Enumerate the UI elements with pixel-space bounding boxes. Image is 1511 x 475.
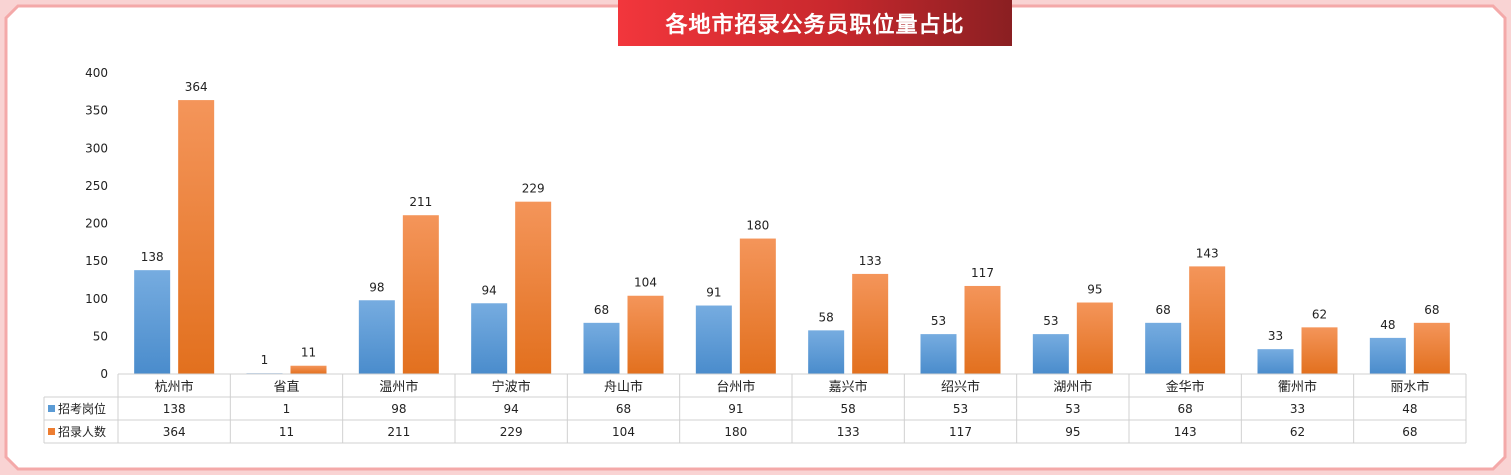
bar-positions (695, 305, 732, 374)
bar-positions (583, 322, 620, 374)
y-tick-label: 50 (93, 329, 108, 343)
y-tick-label: 350 (85, 104, 108, 118)
table-cell: 117 (949, 425, 972, 439)
bar-hires (852, 273, 889, 374)
table-cell: 104 (612, 425, 635, 439)
table-cell: 138 (163, 402, 186, 416)
table-cell: 48 (1402, 402, 1417, 416)
table-cell: 95 (1065, 425, 1080, 439)
legend-label: 招录人数 (58, 424, 106, 439)
bar-positions (1257, 349, 1294, 374)
bar-positions (1369, 337, 1406, 374)
data-label: 68 (1156, 303, 1171, 317)
bar-hires (739, 238, 776, 374)
category-label: 绍兴市 (941, 379, 980, 395)
legend-key (48, 428, 55, 435)
table-cell: 68 (1402, 425, 1417, 439)
data-label: 211 (409, 195, 432, 209)
data-label: 68 (594, 303, 609, 317)
category-label: 湖州市 (1053, 379, 1092, 395)
bar-hires (1301, 327, 1338, 374)
table-cell: 62 (1290, 425, 1305, 439)
category-label: 嘉兴市 (829, 379, 868, 395)
bar-positions (358, 300, 395, 374)
category-label: 丽水市 (1390, 379, 1429, 395)
y-tick-label: 0 (100, 367, 108, 381)
table-cell: 143 (1174, 425, 1197, 439)
legend-label: 招考岗位 (58, 401, 106, 416)
data-label: 62 (1312, 307, 1327, 321)
table-cell: 53 (1065, 402, 1080, 416)
table-cell: 1 (283, 402, 291, 416)
table-cell: 58 (841, 402, 856, 416)
category-label: 金华市 (1166, 379, 1205, 395)
data-label: 138 (141, 250, 164, 264)
bar-hires (1076, 302, 1113, 374)
bar-hires (1189, 266, 1226, 374)
bar-positions (1145, 322, 1182, 374)
data-label: 95 (1087, 283, 1102, 297)
data-label: 53 (1043, 314, 1058, 328)
table-cell: 91 (728, 402, 743, 416)
table-cell: 229 (500, 425, 523, 439)
category-label: 舟山市 (604, 379, 643, 395)
category-label: 杭州市 (155, 379, 194, 395)
data-label: 229 (522, 182, 545, 196)
bar-positions (808, 330, 845, 374)
category-label: 省直 (273, 380, 299, 395)
y-tick-label: 150 (85, 254, 108, 268)
bar-hires (627, 295, 664, 374)
data-label: 91 (706, 286, 721, 300)
data-label: 1 (261, 353, 269, 367)
legend-key (48, 405, 55, 412)
bar-hires (515, 201, 552, 374)
data-label: 94 (482, 283, 497, 297)
data-label: 11 (301, 346, 316, 360)
table-cell: 11 (279, 425, 294, 439)
table-cell: 364 (163, 425, 186, 439)
data-label: 33 (1268, 329, 1283, 343)
table-cell: 133 (837, 425, 860, 439)
table-cell: 68 (616, 402, 631, 416)
y-tick-label: 300 (85, 141, 108, 155)
data-label: 58 (819, 310, 834, 324)
bar-positions (920, 334, 957, 374)
data-label: 104 (634, 276, 657, 290)
data-label: 180 (746, 219, 769, 233)
bar-hires (964, 285, 1001, 374)
table-cell: 94 (504, 402, 519, 416)
table-cell: 33 (1290, 402, 1305, 416)
y-tick-label: 100 (85, 292, 108, 306)
data-label: 48 (1380, 318, 1395, 332)
table-cell: 98 (391, 402, 406, 416)
category-label: 宁波市 (492, 379, 531, 395)
data-label: 117 (971, 266, 994, 280)
data-label: 98 (369, 280, 384, 294)
bar-hires (178, 100, 215, 374)
table-cell: 68 (1178, 402, 1193, 416)
bar-positions (471, 303, 508, 374)
data-label: 133 (859, 254, 882, 268)
y-tick-label: 200 (85, 217, 108, 231)
category-label: 台州市 (716, 379, 755, 395)
category-label: 衢州市 (1278, 379, 1317, 395)
y-tick-label: 400 (85, 66, 108, 80)
data-label: 53 (931, 314, 946, 328)
bar-hires (1413, 322, 1450, 374)
table-cell: 211 (387, 425, 410, 439)
data-label: 364 (185, 80, 208, 94)
bar-hires (290, 365, 327, 374)
bar-positions (134, 270, 171, 374)
chart-title: 各地市招录公务员职位量占比 (618, 0, 1012, 46)
category-label: 温州市 (379, 379, 418, 395)
data-label: 68 (1424, 303, 1439, 317)
bar-hires (402, 215, 439, 374)
table-cell: 180 (724, 425, 747, 439)
bar-positions (1032, 334, 1069, 374)
data-label: 143 (1196, 246, 1219, 260)
y-tick-label: 250 (85, 179, 108, 193)
table-cell: 53 (953, 402, 968, 416)
